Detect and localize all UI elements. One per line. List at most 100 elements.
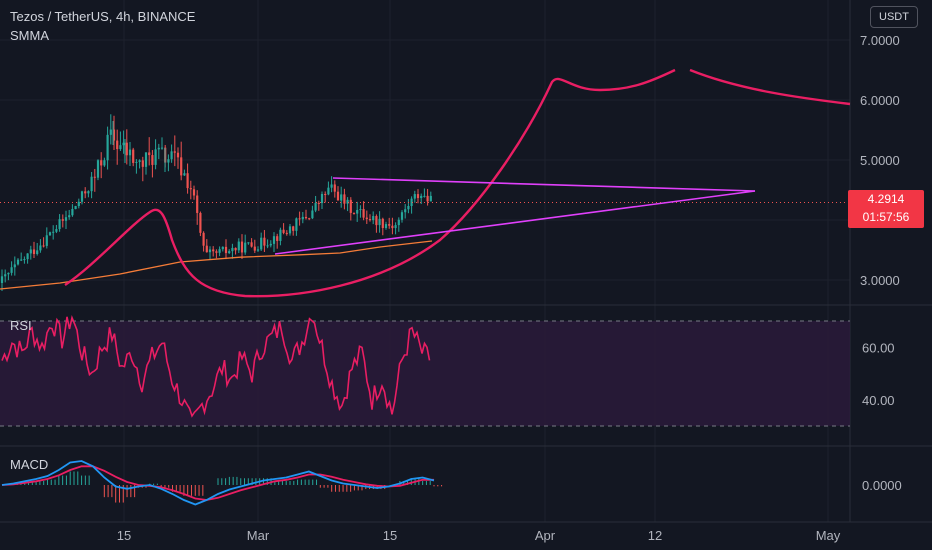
- candle-body: [151, 155, 154, 165]
- candle-body: [212, 249, 215, 252]
- candle-body: [192, 189, 196, 196]
- candle-body: [375, 216, 378, 226]
- candle-body: [253, 246, 256, 251]
- candle-body: [218, 249, 221, 253]
- candle-body: [298, 218, 301, 220]
- candle-body: [132, 149, 135, 163]
- candle-body: [244, 242, 247, 253]
- candle-body: [359, 209, 362, 211]
- candle-body: [202, 232, 205, 246]
- candle-body: [397, 219, 400, 226]
- candle-body: [39, 245, 42, 251]
- rsi-line: [1, 315, 431, 418]
- candle-body: [80, 191, 84, 202]
- candle-body: [154, 149, 157, 165]
- candle-body: [368, 219, 372, 221]
- candle-body: [189, 188, 192, 190]
- candle-body: [381, 218, 384, 228]
- candle-body: [231, 247, 234, 252]
- candle-body: [327, 187, 330, 195]
- candle-body: [144, 152, 148, 167]
- candle-body: [167, 159, 170, 163]
- candle-body: [196, 195, 199, 213]
- candle-body: [116, 140, 119, 150]
- indicator-label: SMMA: [10, 28, 49, 43]
- candle-body: [160, 147, 164, 149]
- candle-body: [362, 209, 365, 218]
- candle-body: [394, 225, 397, 229]
- candle-body: [343, 194, 346, 204]
- candle-body: [36, 250, 39, 254]
- candle-body: [372, 216, 375, 221]
- symbol-title: Tezos / TetherUS, 4h, BINANCE: [10, 9, 196, 24]
- candle-body: [64, 217, 68, 221]
- candle-body: [71, 208, 74, 216]
- candle-body: [320, 193, 324, 204]
- candle-body: [215, 251, 218, 253]
- rsi-tick-0: 60.00: [862, 340, 895, 355]
- candle-body: [260, 237, 263, 250]
- triangle-lower-line: [274, 190, 756, 255]
- candle-body: [224, 246, 228, 254]
- candle-body: [32, 249, 36, 254]
- candle-body: [400, 212, 404, 220]
- candle-body: [292, 226, 295, 231]
- candle-body: [333, 184, 336, 192]
- candle-body: [112, 129, 116, 141]
- candle-body: [0, 276, 4, 283]
- candle-body: [128, 149, 132, 156]
- candle-body: [352, 212, 356, 214]
- candle-body: [314, 203, 317, 211]
- candle-body: [87, 191, 90, 194]
- candle-body: [20, 259, 23, 261]
- candle-body: [288, 226, 292, 234]
- candle-body: [186, 173, 189, 189]
- candle-body: [384, 224, 388, 228]
- candle-body: [48, 232, 52, 236]
- x-tick-2: 15: [383, 528, 397, 543]
- candle-body: [263, 237, 266, 246]
- candle-body: [23, 259, 26, 261]
- candle-body: [7, 272, 10, 275]
- candle-body: [308, 218, 311, 220]
- candle-body: [234, 247, 237, 251]
- candle-body: [356, 209, 359, 214]
- macd-signal-line: [1, 465, 434, 501]
- rsi-band-fill: [0, 321, 850, 426]
- x-tick-3: Apr: [535, 528, 556, 543]
- currency-badge[interactable]: USDT: [870, 6, 918, 28]
- candle-body: [45, 235, 48, 246]
- candle-body: [365, 217, 368, 220]
- candle-body: [135, 161, 138, 163]
- candle-body: [52, 231, 55, 233]
- candle-body: [148, 152, 151, 156]
- candle-body: [266, 245, 269, 247]
- candle-body: [13, 264, 16, 268]
- candle-body: [317, 203, 320, 205]
- candle-body: [324, 193, 327, 195]
- candle-body: [119, 145, 122, 150]
- candle-body: [93, 176, 96, 178]
- candle-body: [429, 195, 432, 202]
- candle-body: [84, 191, 87, 194]
- candle-body: [413, 194, 416, 199]
- macd-histogram: [12, 471, 443, 503]
- price-tick-2: 5.0000: [860, 153, 900, 168]
- bar-countdown: 01:57:56: [862, 210, 910, 224]
- candle-body: [58, 219, 61, 230]
- candle-body: [250, 242, 253, 247]
- triangle-upper-line: [332, 177, 756, 192]
- macd-line: [1, 460, 435, 506]
- candle-body: [416, 194, 420, 199]
- candle-body: [330, 184, 333, 188]
- candle-body: [346, 199, 349, 204]
- candle-body: [103, 160, 106, 166]
- candle-body: [68, 215, 71, 218]
- candle-body: [106, 134, 109, 161]
- candle-body: [205, 245, 208, 253]
- rsi-tick-1: 40.00: [862, 393, 895, 408]
- candle-body: [138, 160, 141, 162]
- candle-body: [170, 151, 173, 160]
- price-tick-1: 6.0000: [860, 93, 900, 108]
- candle-body: [391, 225, 394, 229]
